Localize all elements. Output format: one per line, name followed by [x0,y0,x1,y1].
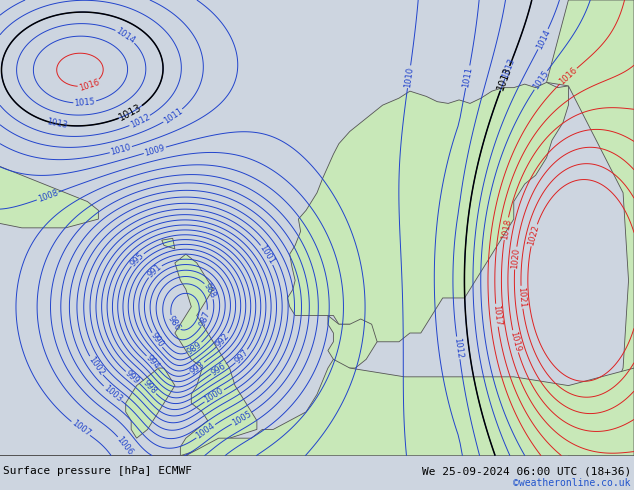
Text: 1001: 1001 [258,244,276,266]
Text: 1014: 1014 [534,28,552,50]
Text: 1002: 1002 [86,355,106,377]
Text: 1014: 1014 [114,26,137,46]
Polygon shape [328,316,377,368]
Text: 991: 991 [146,263,164,280]
Text: 1003: 1003 [101,384,124,404]
Text: 1019: 1019 [508,330,522,353]
Text: 994: 994 [144,353,161,371]
Text: 999: 999 [124,368,141,386]
Text: 1015: 1015 [531,69,550,91]
Polygon shape [287,82,569,342]
Text: 1006: 1006 [115,435,135,457]
Text: 1008: 1008 [36,188,59,204]
Polygon shape [547,0,634,456]
Text: 1013: 1013 [501,56,517,79]
Text: 1007: 1007 [69,419,92,439]
Text: 986: 986 [166,314,183,333]
Text: 992: 992 [214,331,231,349]
Text: 1011: 1011 [462,66,474,88]
Text: 1013: 1013 [496,65,514,92]
Text: 1004: 1004 [195,421,217,441]
Text: 997: 997 [233,347,250,365]
Text: 1010: 1010 [403,66,415,88]
Text: 1012: 1012 [452,337,464,359]
Text: 1016: 1016 [77,77,101,93]
Text: 995: 995 [129,251,146,269]
Text: 1011: 1011 [162,106,184,125]
Polygon shape [162,238,175,249]
Text: 1005: 1005 [230,409,253,428]
Text: 996: 996 [209,361,228,377]
Text: 1013: 1013 [46,118,68,130]
Text: ©weatheronline.co.uk: ©weatheronline.co.uk [514,478,631,488]
Text: 998: 998 [141,378,158,396]
Text: 1009: 1009 [143,143,166,157]
Text: 1020: 1020 [510,247,521,269]
Text: We 25-09-2024 06:00 UTC (18+36): We 25-09-2024 06:00 UTC (18+36) [422,466,631,476]
Text: 1018: 1018 [500,218,512,240]
Text: 1012: 1012 [129,112,152,129]
Text: 1010: 1010 [110,143,132,157]
Text: 1015: 1015 [74,98,96,108]
Text: 1013: 1013 [118,102,144,123]
Text: 993: 993 [188,360,206,376]
Polygon shape [175,254,257,456]
Text: 987: 987 [198,310,212,327]
Text: 988: 988 [202,282,217,300]
Polygon shape [0,359,634,456]
Text: 1016: 1016 [557,66,579,86]
Text: Surface pressure [hPa] ECMWF: Surface pressure [hPa] ECMWF [3,466,192,476]
Text: 1000: 1000 [203,386,226,405]
Polygon shape [0,167,98,228]
Text: 1022: 1022 [527,224,541,246]
Text: 1017: 1017 [491,304,502,326]
Text: 990: 990 [148,331,165,349]
Text: 989: 989 [186,340,204,356]
Text: 1021: 1021 [516,287,527,308]
Polygon shape [126,368,175,438]
